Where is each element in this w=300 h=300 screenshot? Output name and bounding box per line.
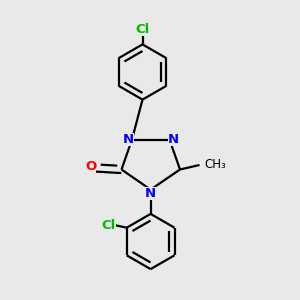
Text: N: N xyxy=(168,133,179,146)
Text: N: N xyxy=(145,187,156,200)
Text: CH₃: CH₃ xyxy=(204,158,226,172)
Text: Cl: Cl xyxy=(135,23,150,36)
Text: O: O xyxy=(85,160,96,173)
Text: Cl: Cl xyxy=(102,219,116,232)
Text: N: N xyxy=(122,133,134,146)
